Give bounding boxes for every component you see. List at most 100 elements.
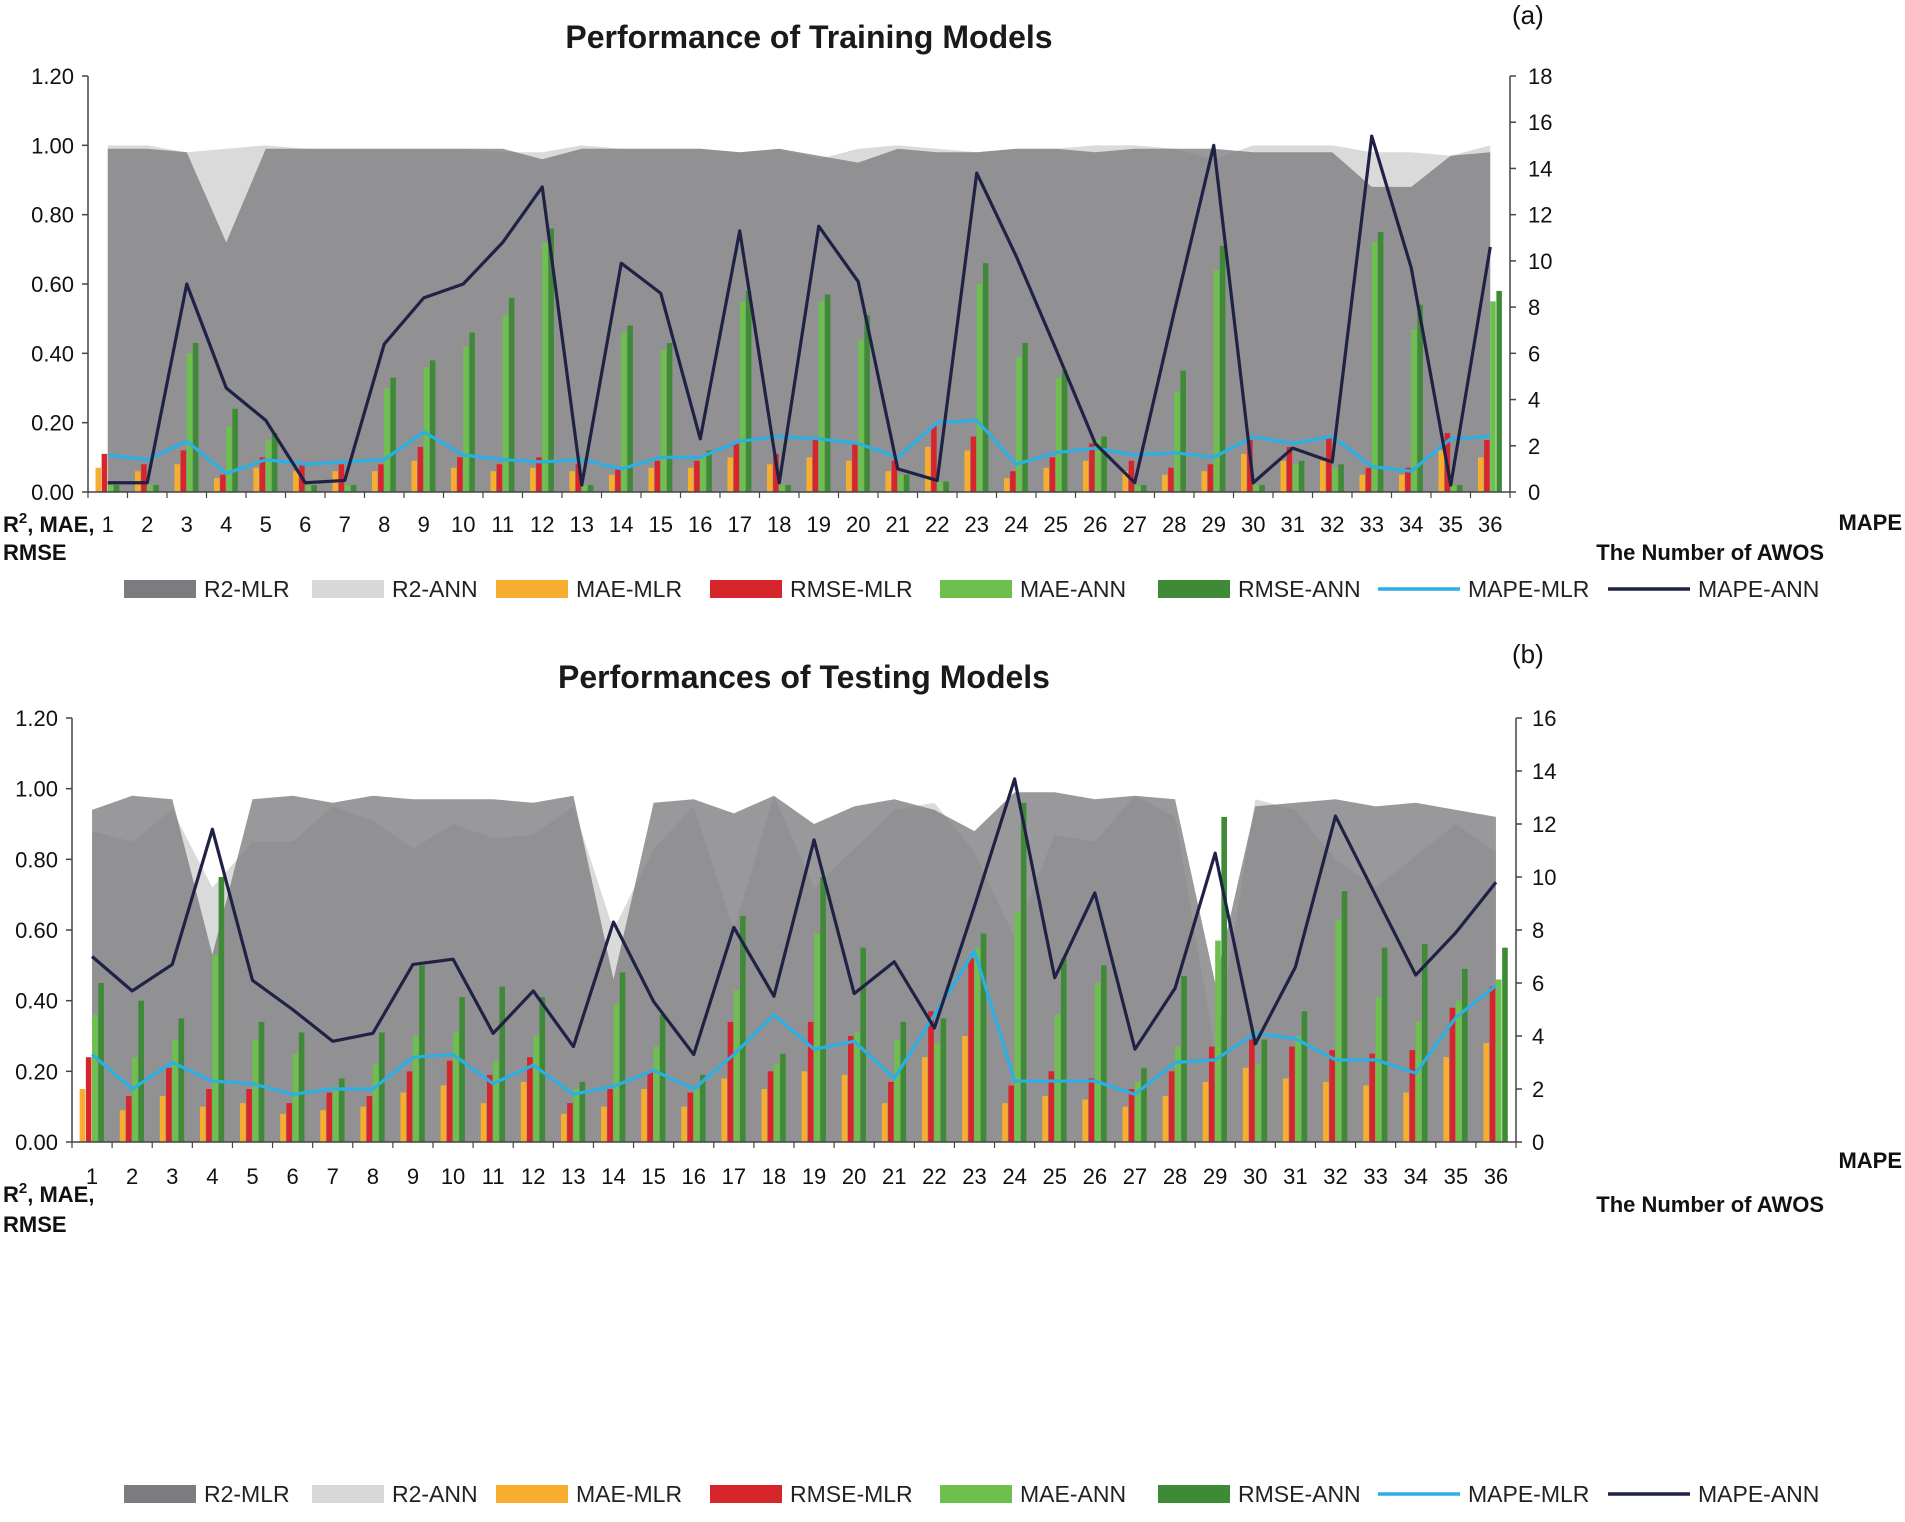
bar-mae-mlr-36 (1483, 1043, 1490, 1142)
bar-mae-ann-22 (934, 1043, 941, 1142)
bar-rmse-mlr-8 (366, 1096, 373, 1142)
legend-item-mae-ann: MAE-ANN (940, 1481, 1126, 1507)
x-axis-label: The Number of AWOS (1596, 1192, 1824, 1217)
bar-mae-mlr-26 (1083, 460, 1089, 492)
bar-mae-mlr-35 (1438, 450, 1445, 492)
bar-mae-mlr-9 (411, 460, 418, 492)
bar-rmse-mlr-13 (575, 464, 582, 492)
bar-mae-ann-21 (894, 1039, 900, 1142)
bar-rmse-mlr-34 (1405, 467, 1411, 492)
bar-mae-mlr-7 (320, 1110, 326, 1142)
bar-mae-mlr-16 (681, 1106, 687, 1142)
bar-rmse-mlr-15 (647, 1071, 654, 1142)
bar-mae-mlr-30 (1242, 1067, 1249, 1142)
bar-mae-mlr-24 (1002, 1103, 1008, 1142)
x-tick-label: 31 (1283, 1164, 1307, 1189)
bar-rmse-mlr-12 (527, 1057, 533, 1142)
bar-mae-mlr-5 (240, 1103, 246, 1142)
bar-rmse-ann-16 (699, 1074, 706, 1142)
bar-mae-mlr-32 (1323, 1081, 1329, 1142)
right-tick-label: 4 (1528, 388, 1540, 413)
x-tick-label: 4 (206, 1164, 218, 1189)
left-tick-label: 0.40 (15, 989, 58, 1014)
bar-mae-mlr-34 (1403, 1092, 1409, 1142)
left-tick-label: 0.40 (31, 341, 74, 366)
x-tick-label: 13 (561, 1164, 585, 1189)
bar-mae-mlr-6 (280, 1113, 286, 1142)
bar-mae-mlr-24 (1004, 478, 1010, 492)
chart-title: Performance of Training Models (565, 19, 1052, 55)
bar-rmse-mlr-26 (1088, 1078, 1095, 1142)
x-tick-label: 20 (846, 512, 870, 537)
x-tick-label: 4 (220, 512, 232, 537)
bar-rmse-mlr-8 (378, 464, 384, 492)
x-tick-label: 26 (1083, 1164, 1107, 1189)
left-tick-label: 1.00 (15, 777, 58, 802)
left-tick-label: 0.00 (31, 480, 74, 505)
legend-label: MAE-ANN (1020, 1481, 1126, 1507)
x-tick-label: 11 (491, 512, 514, 537)
bar-mae-ann-12 (542, 242, 548, 492)
bar-rmse-ann-5 (271, 433, 278, 492)
legend-item-r2-ann: R2-ANN (312, 576, 478, 602)
bar-mae-ann-36 (1490, 301, 1496, 492)
bar-mae-ann-15 (653, 1046, 660, 1142)
bar-mae-ann-2 (147, 485, 153, 492)
legend-label: R2-ANN (392, 576, 478, 602)
bar-rmse-ann-13 (579, 1081, 586, 1142)
bar-rmse-mlr-31 (1289, 1046, 1295, 1142)
bar-rmse-ann-26 (1101, 436, 1107, 492)
x-tick-label: 21 (882, 1164, 906, 1189)
bar-rmse-mlr-27 (1128, 1089, 1135, 1142)
right-tick-label: 10 (1532, 865, 1556, 890)
bar-mae-ann-3 (172, 1039, 178, 1142)
legend-swatch (1158, 1485, 1230, 1503)
x-tick-label: 6 (286, 1164, 298, 1189)
left-axis-label: R2, MAE, (3, 510, 94, 537)
bar-mae-ann-14 (613, 1004, 620, 1142)
bar-rmse-ann-27 (1141, 1067, 1147, 1142)
bar-mae-ann-14 (621, 332, 627, 492)
x-tick-label: 31 (1281, 512, 1305, 537)
legend-swatch (940, 580, 1012, 598)
legend-item-mape-ann: MAPE-ANN (1608, 1481, 1819, 1507)
bar-mae-ann-4 (212, 954, 219, 1142)
bar-mae-ann-2 (132, 1057, 138, 1142)
x-tick-label: 18 (767, 512, 791, 537)
legend-label: MAE-MLR (576, 576, 682, 602)
bar-rmse-ann-12 (548, 228, 554, 492)
line-mape-mlr (107, 418, 1491, 476)
bar-mae-mlr-29 (1202, 1081, 1209, 1142)
panel-label: (b) (1512, 639, 1544, 669)
bar-mae-ann-16 (693, 1089, 700, 1142)
bar-mae-mlr-8 (360, 1106, 367, 1142)
bar-mae-ann-11 (493, 1060, 499, 1142)
legend-item-rmse-ann: RMSE-ANN (1158, 576, 1361, 602)
bar-rmse-ann-29 (1221, 816, 1227, 1142)
legend-item-r2-ann: R2-ANN (312, 1481, 478, 1507)
bar-rmse-mlr-7 (326, 1092, 333, 1142)
right-tick-label: 6 (1528, 341, 1540, 366)
bar-rmse-ann-35 (1462, 968, 1468, 1142)
bar-rmse-ann-2 (138, 1000, 144, 1142)
bar-rmse-ann-29 (1219, 245, 1226, 492)
bar-rmse-mlr-36 (1489, 986, 1496, 1142)
x-tick-label: 16 (681, 1164, 705, 1189)
right-axis-label: MAPE (1838, 1148, 1902, 1173)
bar-mae-ann-6 (292, 1053, 299, 1142)
bar-mae-ann-29 (1215, 940, 1221, 1142)
bar-mae-ann-5 (252, 1039, 259, 1142)
bar-rmse-mlr-11 (486, 1074, 493, 1142)
bar-mae-ann-18 (779, 485, 785, 492)
bar-rmse-mlr-31 (1286, 446, 1293, 492)
legend-item-mape-ann: MAPE-ANN (1608, 576, 1819, 602)
left-tick-label: 1.20 (15, 706, 58, 731)
bar-mae-mlr-22 (925, 446, 931, 492)
bar-rmse-mlr-35 (1449, 1007, 1456, 1142)
bar-mae-mlr-13 (560, 1113, 567, 1142)
bar-rmse-ann-23 (982, 263, 989, 492)
bar-rmse-mlr-33 (1365, 467, 1372, 492)
bar-mae-mlr-23 (962, 1036, 968, 1142)
bar-mae-ann-21 (897, 474, 904, 492)
